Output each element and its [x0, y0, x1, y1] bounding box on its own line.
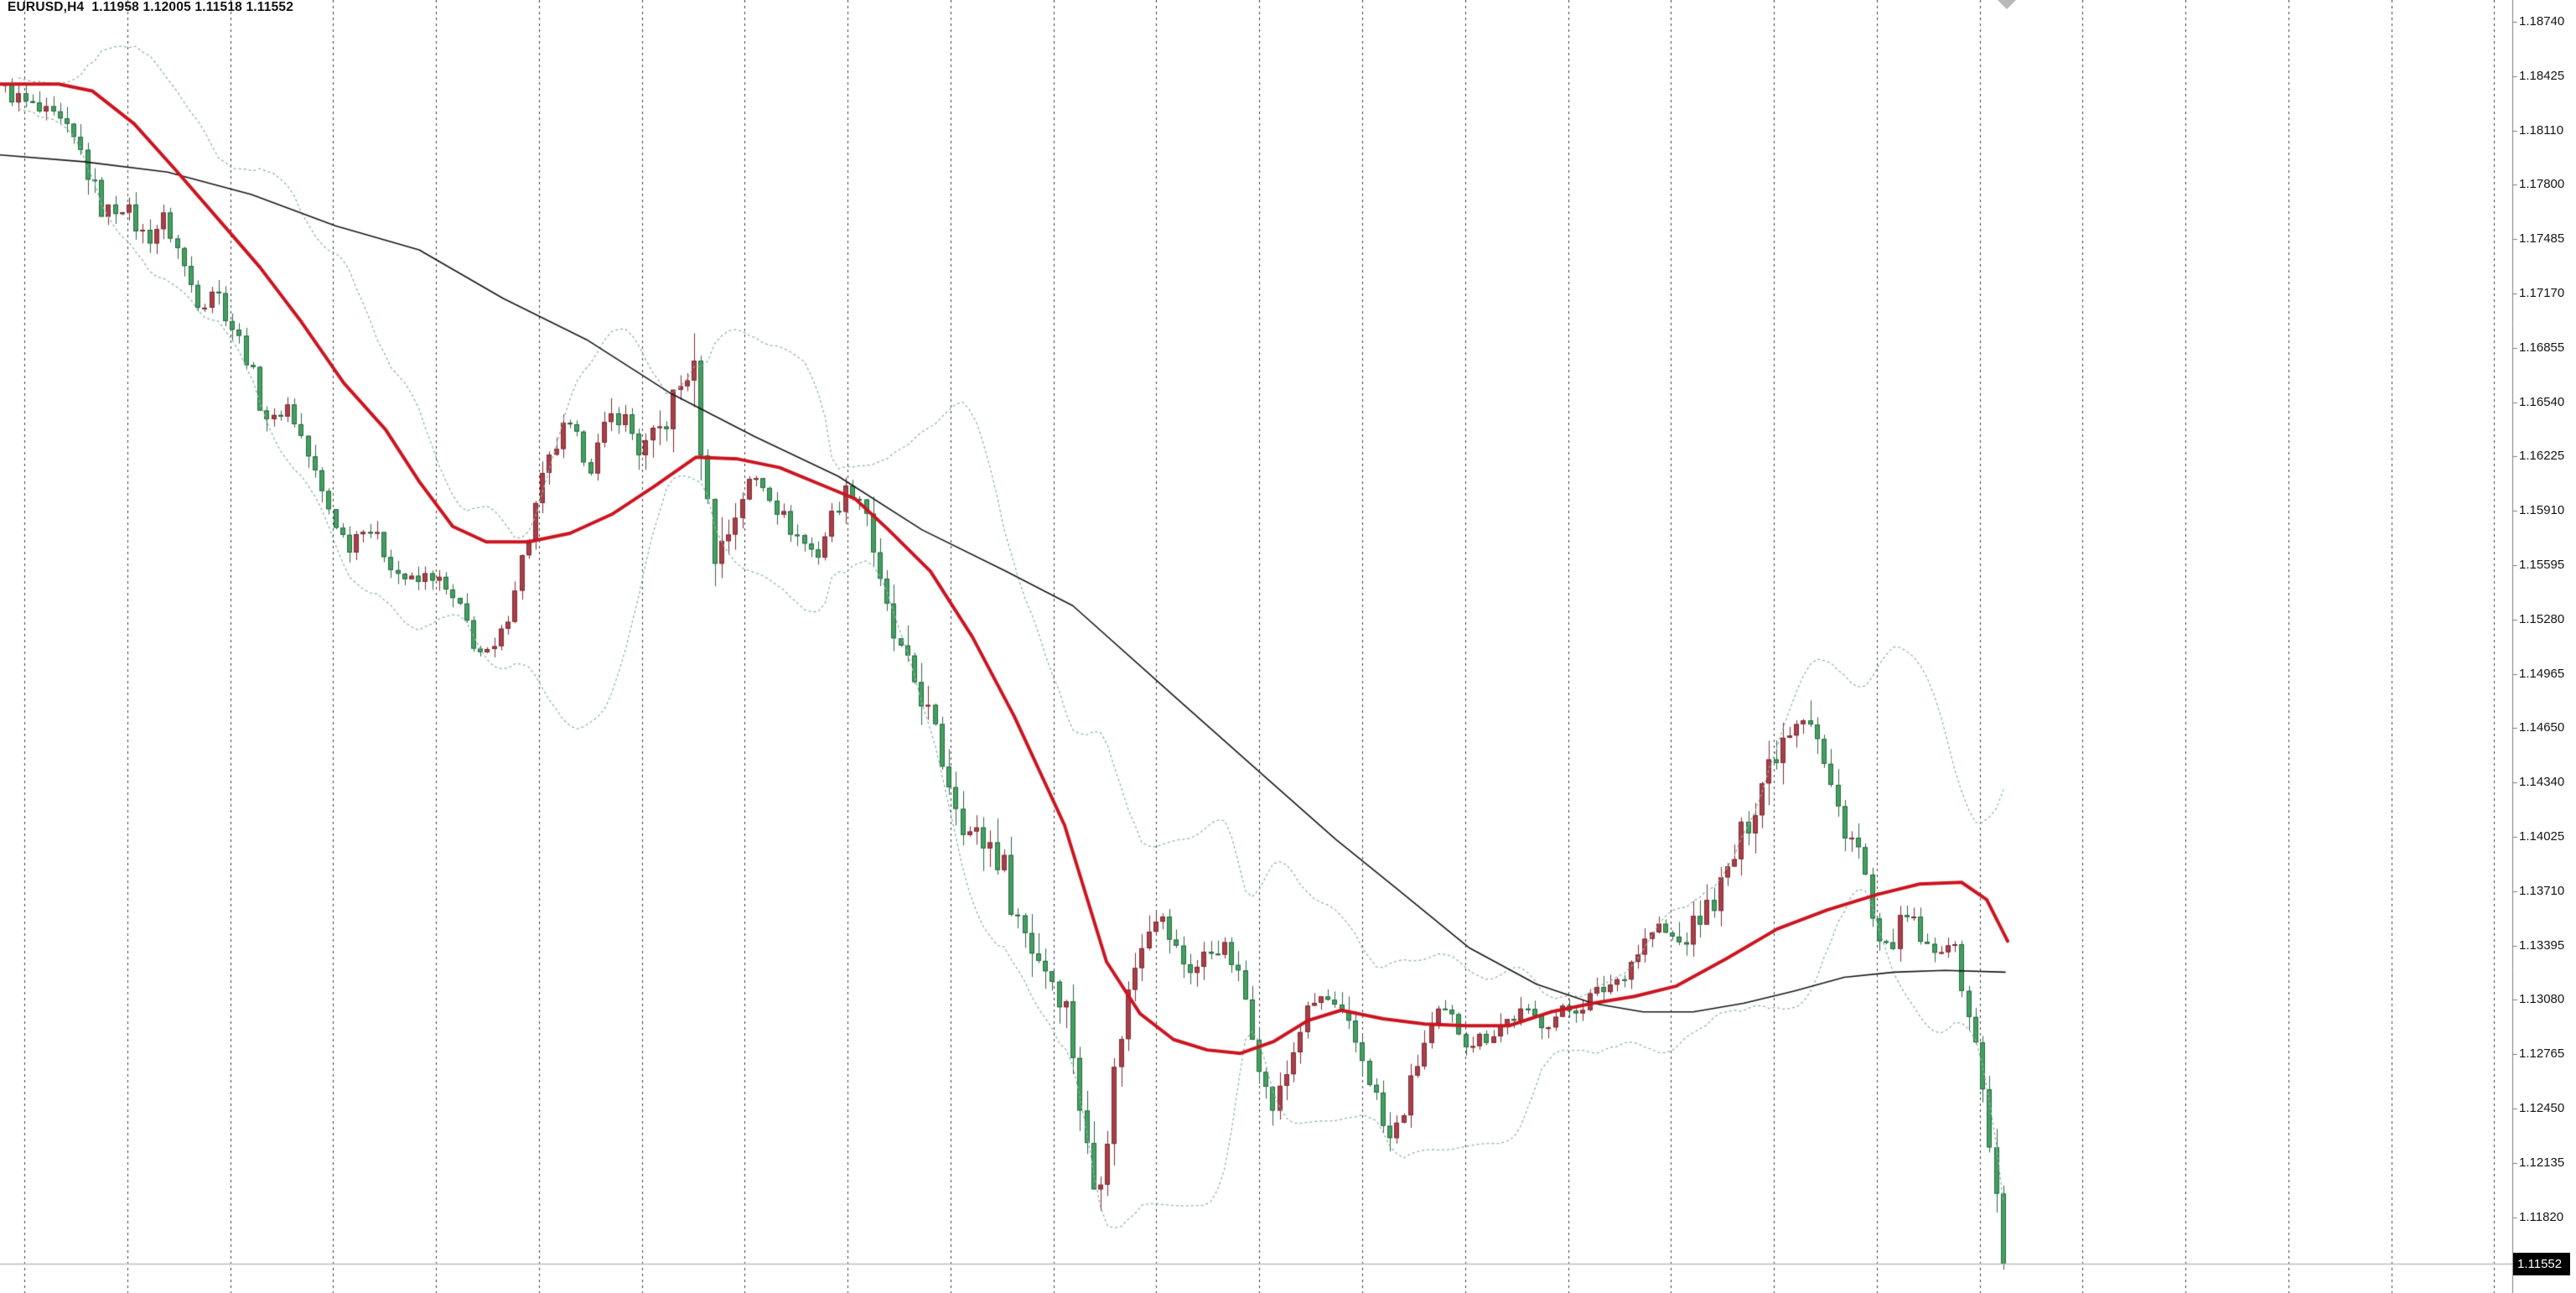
- y-axis-tick-label: 1.18740: [2519, 14, 2565, 29]
- cursor-arrow-icon: [1998, 0, 2016, 9]
- y-axis-tick-label: 1.13395: [2519, 937, 2565, 953]
- y-axis-tick-label: 1.14965: [2519, 666, 2565, 681]
- ohlc-readout: EURUSD,H4 1.11958 1.12005 1.11518 1.1155…: [8, 0, 294, 14]
- y-axis-tick-label: 1.17800: [2519, 177, 2565, 192]
- y-axis-tick-label: 1.18425: [2519, 68, 2565, 83]
- y-axis-tick-label: 1.12765: [2519, 1046, 2565, 1062]
- y-axis-tick-label: 1.15280: [2519, 611, 2565, 626]
- y-axis-tick-label: 1.16540: [2519, 394, 2565, 409]
- y-axis-tick-label: 1.13710: [2519, 883, 2565, 898]
- y-axis-tick-label: 1.13080: [2519, 992, 2565, 1007]
- y-axis-tick-label: 1.14650: [2519, 720, 2565, 735]
- y-axis-tick-label: 1.15595: [2519, 558, 2565, 572]
- y-axis-tick-label: 1.11820: [2519, 1209, 2564, 1224]
- y-axis-tick-label: 1.17485: [2519, 231, 2565, 247]
- y-axis-tick-label: 1.16855: [2519, 340, 2565, 355]
- price-axis[interactable]: 1.18740 1.18425 1.18110 1.17800 1.17485 1.171…: [2513, 0, 2576, 1293]
- y-axis-tick-label: 1.18110: [2519, 122, 2564, 138]
- bid-price-box: 1.11552: [2513, 1252, 2570, 1275]
- y-axis-tick-label: 1.15910: [2519, 503, 2565, 518]
- y-axis-tick-label: 1.17170: [2519, 286, 2565, 300]
- y-axis-tick-label: 1.14340: [2519, 775, 2565, 790]
- y-axis-tick-label: 1.12135: [2519, 1155, 2565, 1170]
- y-axis-tick-label: 1.12450: [2519, 1101, 2565, 1115]
- y-axis-tick-label: 1.16225: [2519, 449, 2565, 464]
- y-axis-tick-label: 1.14025: [2519, 829, 2565, 844]
